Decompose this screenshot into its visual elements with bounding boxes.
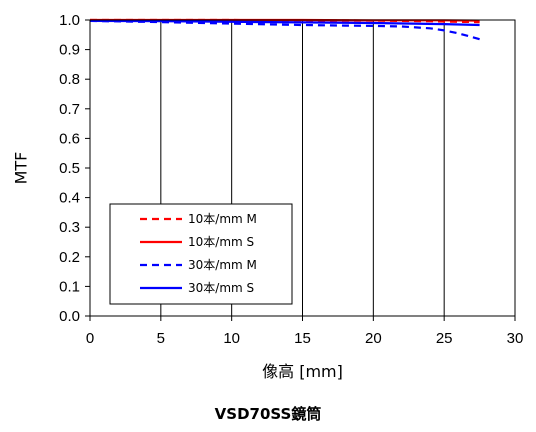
- y-tick-label: 0.0: [59, 308, 80, 325]
- y-tick-label: 0.1: [59, 278, 80, 295]
- y-tick-label: 0.8: [59, 71, 80, 88]
- x-tick-label: 25: [436, 330, 453, 347]
- axis-ticks: 0.0 0.1 0.2 0.3 0.4 0.5 0.6 0.7 0.8 0.9 1.0 0 5 10 15 2…: [59, 12, 523, 347]
- y-tick-label: 0.6: [59, 130, 80, 147]
- legend-label: 10本/mm M: [188, 212, 257, 226]
- legend-label: 30本/mm S: [188, 281, 254, 295]
- x-tick-label: 20: [365, 330, 382, 347]
- y-tick-label: 0.3: [59, 219, 80, 236]
- x-tick-label: 30: [507, 330, 524, 347]
- legend-box: [109, 203, 293, 305]
- y-tick-label: 0.4: [59, 190, 80, 207]
- series-line-1: [90, 18, 480, 24]
- chart-caption: VSD70SS鏡筒: [215, 405, 322, 423]
- y-axis-title: MTF: [12, 152, 31, 185]
- y-tick-label: 0.2: [59, 249, 80, 266]
- y-tick-label: 0.5: [59, 160, 80, 177]
- x-tick-label: 5: [157, 330, 165, 347]
- legend: 10本/mm M 10本/mm S 30本/mm M 30本/mm S: [109, 203, 293, 305]
- y-tick-label: 0.7: [59, 101, 80, 118]
- x-axis-title: 像高 [mm]: [262, 362, 343, 381]
- y-tick-label: 0.9: [59, 42, 80, 59]
- x-tick-label: 15: [294, 330, 311, 347]
- legend-label: 30本/mm M: [188, 258, 257, 272]
- x-tick-label: 10: [223, 330, 240, 347]
- series-line-4: [89, 19, 480, 27]
- legend-label: 10本/mm S: [188, 235, 254, 249]
- y-tick-label: 1.0: [59, 12, 80, 29]
- x-tick-label: 0: [86, 330, 94, 347]
